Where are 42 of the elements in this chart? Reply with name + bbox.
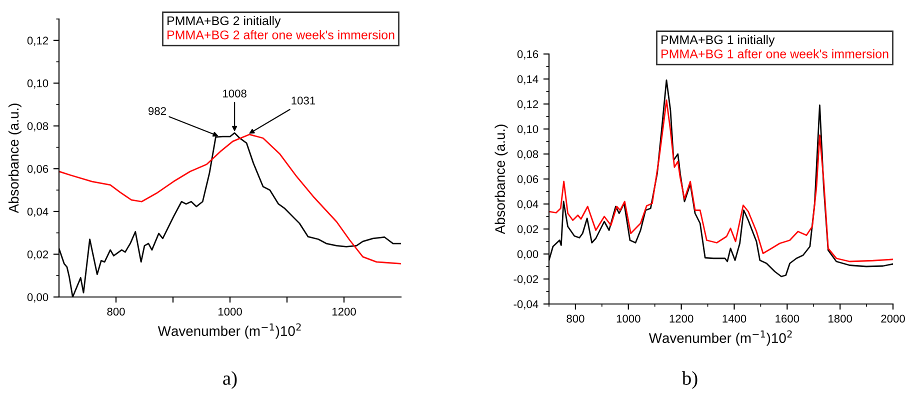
x-tick-label: 1000	[218, 308, 242, 316]
y-tick-label: 0,06	[27, 164, 48, 174]
y-tick-label: 0,14	[517, 75, 538, 84]
y-tick-label: 0,08	[517, 150, 538, 160]
text: PMMA+BG 1 after one week's immersion	[662, 49, 888, 58]
x-tick-label: 1200	[332, 308, 356, 316]
text: a)	[223, 371, 237, 389]
y-tick-label: 0,10	[517, 125, 538, 134]
x-axis-title: Wavenumber (m$^{−1}$)10$^{2}$	[648, 330, 792, 346]
y-tick-label: 0,12	[27, 36, 48, 46]
x-tick-label: 1400	[722, 314, 746, 323]
annotation: 1031	[292, 96, 316, 105]
text: b)	[682, 371, 698, 389]
y-tick-label: 0,08	[27, 122, 48, 132]
y-tick-label: 0,00	[27, 293, 48, 302]
annotation: 982	[148, 107, 166, 115]
text: PMMA+BG 2 after one week's immersion	[168, 30, 394, 40]
annotation: 1008	[223, 90, 246, 98]
y-tick-label: 0,12	[517, 100, 538, 110]
y-tick-label: 0,06	[517, 175, 538, 184]
y-axis-title: Absorbance (a.u.)	[8, 104, 22, 214]
x-tick-label: 800	[566, 314, 584, 323]
x-tick-label: 2000	[881, 314, 905, 323]
text: PMMA+BG 1 initially	[662, 35, 775, 47]
y-axis-title: Absorbance (a.u.)	[494, 124, 508, 234]
x-tick-label: 1000	[616, 314, 640, 323]
x-tick-label: 1800	[828, 314, 852, 323]
x-axis-title: Wavenumber (m$^{−1}$)10$^{2}$	[158, 323, 301, 339]
y-tick-label: 0,16	[517, 50, 538, 60]
y-tick-label: -0,02	[514, 275, 538, 284]
y-tick-label: 0,02	[517, 225, 538, 234]
y-tick-label: 0,02	[27, 250, 48, 260]
y-tick-label: 0,10	[27, 79, 48, 89]
x-tick-label: 1600	[776, 314, 800, 323]
y-tick-label: 0,04	[517, 200, 538, 210]
y-tick-label: 0,00	[517, 250, 538, 260]
y-tick-label: -0,04	[514, 300, 538, 310]
text: PMMA+BG 2 initially	[168, 16, 281, 28]
x-tick-label: 1200	[670, 314, 694, 323]
x-tick-label: 800	[107, 308, 125, 316]
y-tick-label: 0,04	[27, 208, 48, 217]
line-series	[549, 100, 893, 262]
